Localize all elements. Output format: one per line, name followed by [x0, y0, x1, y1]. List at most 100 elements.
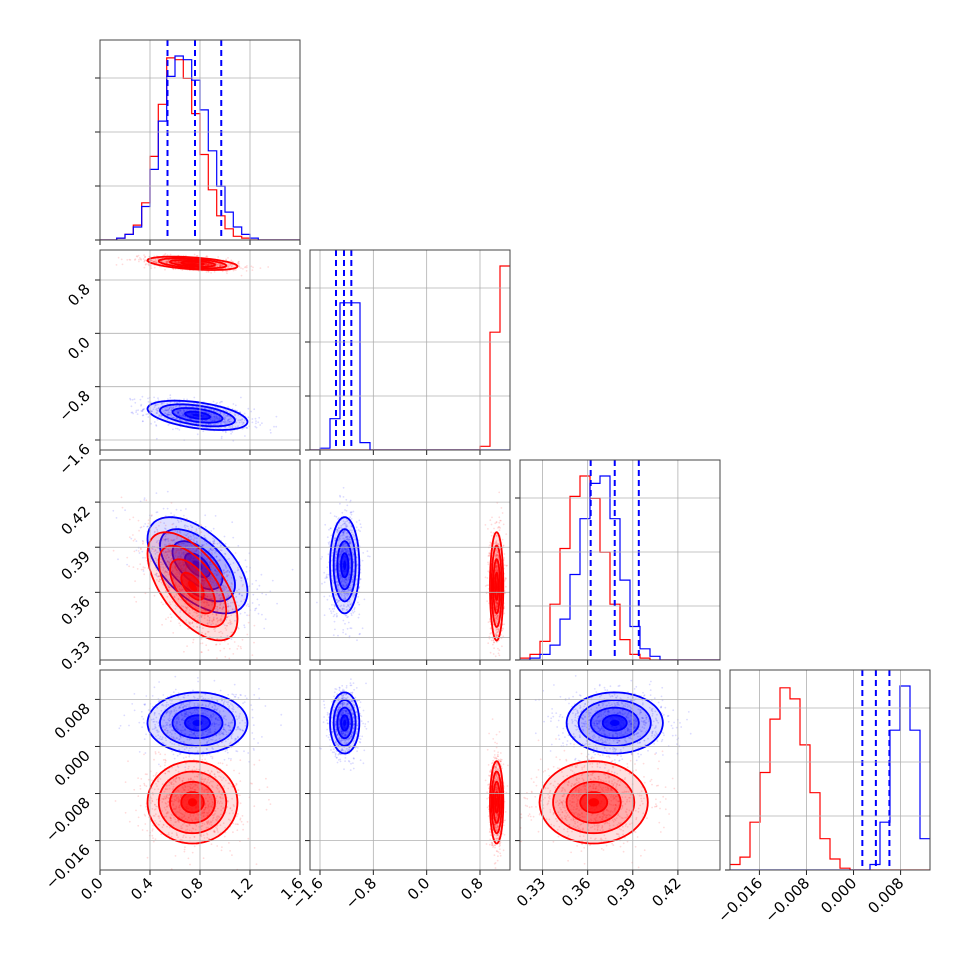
scatter-point [239, 419, 242, 422]
scatter-point [209, 423, 212, 426]
scatter-point [251, 583, 254, 585]
scatter-point [359, 578, 362, 580]
scatter-point [182, 415, 185, 417]
scatter-point [346, 627, 349, 630]
scatter-point [217, 407, 220, 409]
scatter-point [498, 491, 501, 494]
scatter-point [224, 414, 227, 417]
scatter-point [173, 261, 176, 263]
scatter-point [240, 396, 242, 399]
scatter-point [154, 530, 156, 533]
scatter-point [126, 563, 128, 566]
scatter-point [147, 413, 149, 415]
scatter-point [494, 662, 496, 664]
scatter-point [172, 407, 175, 409]
contour-line [157, 257, 228, 270]
panel-2-2 [520, 460, 720, 660]
scatter-point [164, 524, 167, 527]
scatter-point [254, 425, 257, 428]
scatter-point [503, 557, 505, 559]
scatter-point [214, 417, 217, 420]
scatter-point [238, 262, 240, 265]
scatter-point [154, 259, 157, 262]
scatter-point [327, 553, 330, 556]
scatter-point [213, 415, 216, 418]
scatter-point [154, 258, 157, 261]
scatter-point [349, 511, 352, 514]
scatter-point [164, 409, 166, 412]
scatter-point [164, 407, 167, 409]
scatter-point [138, 258, 140, 261]
scatter-point [227, 406, 230, 408]
scatter-point [212, 542, 215, 545]
scatter-point [128, 518, 131, 521]
scatter-point [210, 416, 213, 419]
scatter-point [200, 531, 203, 534]
scatter-point [227, 643, 230, 645]
scatter-point [159, 414, 161, 417]
scatter-point [220, 549, 223, 552]
scatter-point [195, 520, 197, 523]
scatter-point [161, 402, 164, 405]
scatter-point [170, 616, 173, 619]
scatter-point [205, 255, 208, 258]
scatter-point [166, 409, 169, 412]
scatter-point [182, 413, 185, 416]
scatter-point [176, 262, 179, 264]
scatter-point [213, 559, 216, 561]
scatter-point [227, 421, 229, 423]
scatter-point [208, 412, 211, 415]
scatter-point [151, 260, 153, 262]
scatter-point [153, 421, 156, 423]
scatter-point [167, 413, 170, 416]
scatter-point [334, 628, 336, 631]
scatter-point [204, 263, 207, 266]
scatter-point [348, 635, 351, 637]
scatter-point [333, 613, 336, 616]
scatter-point [332, 615, 335, 618]
scatter-point [220, 400, 222, 403]
scatter-point [238, 265, 241, 268]
scatter-point [244, 559, 247, 561]
scatter-point [259, 424, 262, 426]
scatter-point [142, 408, 145, 410]
scatter-point [255, 607, 258, 610]
scatter-point [189, 417, 192, 420]
scatter-point [187, 628, 189, 630]
scatter-point [328, 528, 330, 531]
scatter-point [186, 416, 189, 419]
scatter-point [144, 259, 147, 261]
scatter-point [189, 535, 192, 537]
scatter-point [135, 411, 138, 413]
scatter-point [236, 567, 239, 569]
scatter-point [359, 632, 361, 635]
scatter-point [205, 420, 208, 422]
scatter-point [275, 425, 278, 428]
scatter-point [352, 611, 355, 614]
scatter-point [357, 595, 360, 598]
scatter-point [210, 662, 212, 664]
scatter-point [330, 534, 333, 537]
scatter-point [166, 260, 169, 263]
scatter-point [143, 259, 146, 262]
scatter-point [169, 401, 172, 404]
scatter-point [166, 490, 169, 493]
scatter-point [219, 417, 222, 420]
scatter-point [144, 592, 147, 595]
scatter-point [217, 426, 220, 429]
scatter-point [196, 402, 199, 405]
scatter-point [220, 264, 223, 266]
scatter-point [219, 401, 221, 404]
scatter-point [201, 419, 204, 422]
scatter-point [333, 515, 336, 517]
scatter-point [142, 568, 145, 571]
scatter-point [227, 574, 230, 577]
scatter-point [164, 535, 167, 538]
scatter-point [133, 398, 136, 401]
scatter-point [344, 622, 346, 625]
scatter-point [161, 623, 164, 626]
scatter-point [166, 418, 169, 421]
scatter-point [212, 527, 215, 530]
scatter-point [228, 264, 231, 267]
scatter-point [204, 514, 207, 517]
